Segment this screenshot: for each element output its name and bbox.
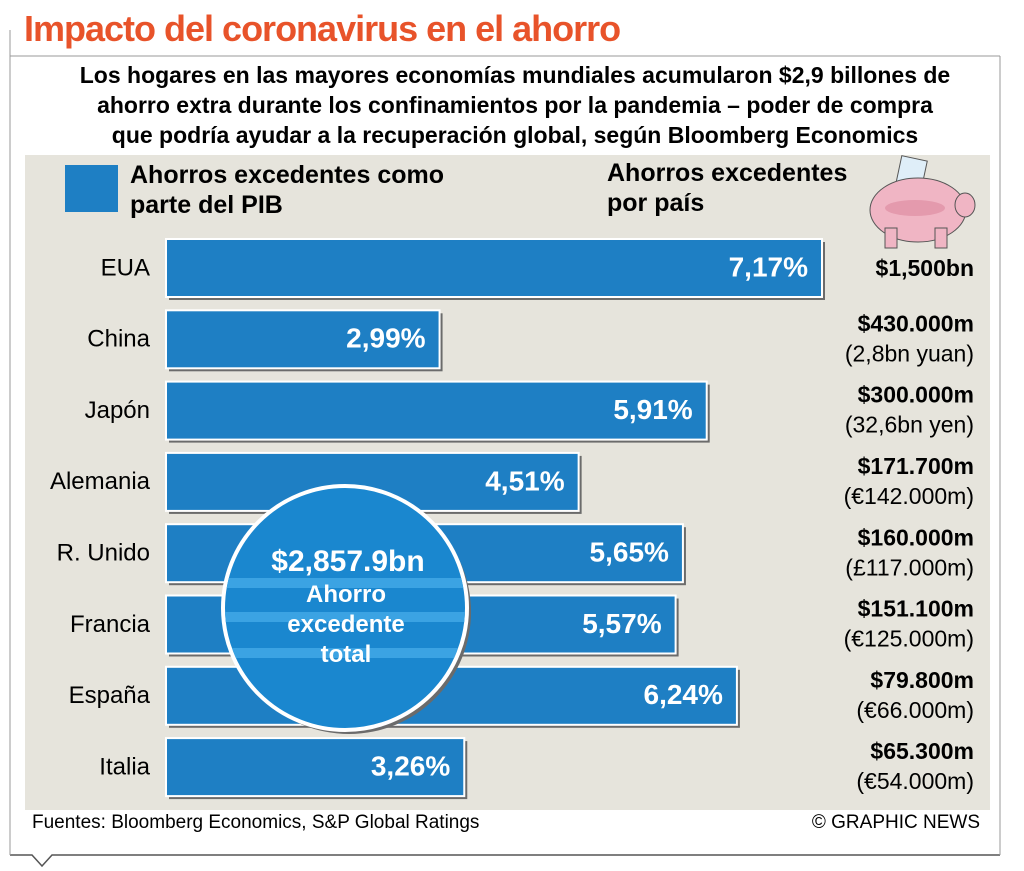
category-label: Alemania: [50, 468, 151, 495]
value-label: 4,51%: [485, 465, 564, 496]
country-savings-usd: $160.000m: [858, 524, 974, 550]
bar: [165, 737, 466, 798]
country-savings-local: (2,8bn yuan): [845, 340, 974, 366]
total-value: $2,857.9bn: [271, 545, 424, 578]
country-savings-local: (€66.000m): [856, 697, 974, 723]
stripe: [225, 648, 465, 658]
frame: [10, 854, 1000, 868]
country-savings-usd: $65.300m: [870, 738, 974, 764]
value-label: 5,65%: [590, 537, 669, 568]
subtitle: Los hogares en las mayores economías mun…: [20, 60, 1010, 150]
country-savings-usd: $300.000m: [858, 382, 974, 408]
credit: © GRAPHIC NEWS: [811, 812, 980, 833]
country-savings-local: (€54.000m): [856, 768, 974, 794]
country-savings-usd: $1,500bn: [876, 255, 974, 281]
country-savings-usd: $171.700m: [858, 453, 974, 479]
bubble-stripes: [225, 578, 465, 658]
stripe: [225, 578, 465, 588]
source: Fuentes: Bloomberg Economics, S&P Global…: [32, 812, 480, 833]
country-savings-local: (32,6bn yen): [845, 412, 974, 438]
stripe: [225, 612, 465, 622]
value-label: 3,26%: [371, 750, 450, 781]
category-label: Italia: [99, 753, 150, 780]
value-label: 6,24%: [644, 679, 723, 710]
bar: [165, 238, 823, 298]
total-bubble: [221, 484, 469, 732]
country-savings-usd: $79.800m: [870, 667, 974, 693]
bar: [165, 380, 708, 441]
legend-swatch: [65, 165, 118, 212]
total-label: Ahorro excedente total: [287, 581, 405, 668]
country-savings-local: (€142.000m): [844, 483, 974, 509]
category-label: España: [69, 682, 151, 709]
legend-label: Ahorros excedentes como parte del PIB: [130, 161, 444, 219]
category-label: Francia: [70, 611, 151, 638]
country-savings-usd: $151.100m: [858, 596, 974, 622]
column-header: Ahorros excedentes por país: [607, 159, 848, 217]
subtitle-line: que podría ayudar a la recuperación glob…: [111, 122, 919, 148]
subtitle-line: Los hogares en las mayores economías mun…: [79, 62, 951, 88]
value-label: 5,91%: [613, 394, 692, 425]
category-label: R. Unido: [57, 540, 150, 567]
piggy-bank: [869, 155, 976, 249]
subtitle-line: ahorro extra durante los confinamientos …: [97, 92, 933, 118]
value-label: 2,99%: [346, 323, 425, 354]
country-savings-local: (£117.000m): [845, 554, 974, 580]
country-savings-usd: $430.000m: [858, 310, 974, 336]
category-label: Japón: [85, 397, 150, 424]
country-savings-local: (€125.000m): [844, 626, 974, 652]
category-label: China: [87, 326, 150, 353]
value-label: 7,17%: [729, 251, 808, 282]
value-label: 5,57%: [582, 608, 661, 639]
title: Impacto del coronavirus en el ahorro: [24, 8, 621, 49]
category-label: EUA: [101, 254, 150, 281]
bar: [165, 309, 441, 370]
